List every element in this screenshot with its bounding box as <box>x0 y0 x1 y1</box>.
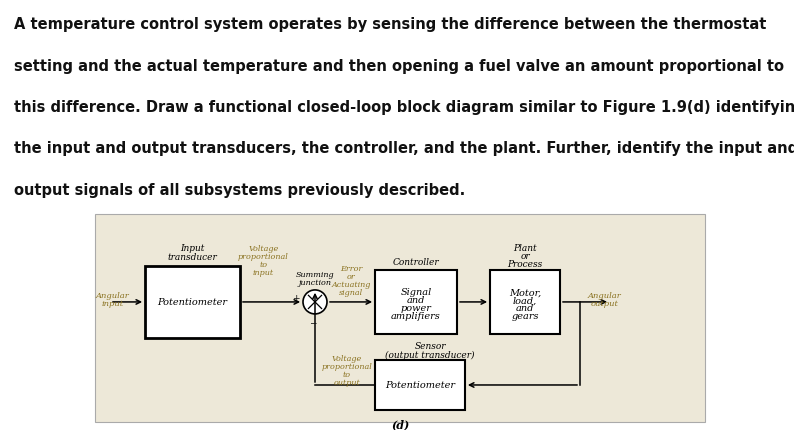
Text: Summing: Summing <box>295 270 334 278</box>
Text: input: input <box>253 268 274 276</box>
Text: this difference. Draw a functional closed-loop block diagram similar to Figure 1: this difference. Draw a functional close… <box>14 100 794 115</box>
Text: or: or <box>520 252 530 261</box>
Text: Actuating: Actuating <box>331 280 371 288</box>
Text: output: output <box>333 378 360 386</box>
Text: Error: Error <box>340 264 362 272</box>
Text: input: input <box>102 299 124 307</box>
Circle shape <box>303 290 327 314</box>
Text: Motor,: Motor, <box>509 288 542 297</box>
Text: junction: junction <box>299 278 332 286</box>
Text: the input and output transducers, the controller, and the plant. Further, identi: the input and output transducers, the co… <box>14 141 794 156</box>
Text: load,: load, <box>513 296 537 305</box>
Text: −: − <box>309 317 317 326</box>
Text: output: output <box>591 299 619 307</box>
Text: gears: gears <box>511 312 539 321</box>
Text: A temperature control system operates by sensing the difference between the ther: A temperature control system operates by… <box>14 17 767 32</box>
Text: (d): (d) <box>391 418 409 430</box>
Bar <box>375 270 457 334</box>
Bar <box>145 266 240 338</box>
Text: +: + <box>292 294 300 303</box>
Text: Input: Input <box>180 244 205 253</box>
Text: Potentiometer: Potentiometer <box>157 298 228 307</box>
Text: proportional: proportional <box>238 252 289 260</box>
Text: proportional: proportional <box>322 362 372 370</box>
FancyBboxPatch shape <box>95 215 705 422</box>
Text: Voltage: Voltage <box>332 354 362 362</box>
Text: (output transducer): (output transducer) <box>385 350 475 359</box>
Text: to: to <box>343 370 351 378</box>
Text: output signals of all subsystems previously described.: output signals of all subsystems previou… <box>14 182 465 197</box>
Text: and: and <box>407 296 426 305</box>
Text: to: to <box>260 260 268 268</box>
Text: Potentiometer: Potentiometer <box>385 381 455 390</box>
Bar <box>375 360 465 410</box>
Text: setting and the actual temperature and then opening a fuel valve an amount propo: setting and the actual temperature and t… <box>14 58 784 74</box>
Text: and: and <box>516 304 534 313</box>
Text: or: or <box>347 272 356 280</box>
Text: Signal: Signal <box>400 288 432 297</box>
Bar <box>490 270 560 334</box>
Text: Sensor: Sensor <box>414 342 445 350</box>
Text: Angular: Angular <box>588 291 622 299</box>
Text: Plant: Plant <box>513 244 537 253</box>
Text: amplifiers: amplifiers <box>391 312 441 321</box>
Text: Controller: Controller <box>393 258 439 267</box>
Text: signal: signal <box>339 288 363 296</box>
Text: Process: Process <box>507 260 542 269</box>
Text: power: power <box>400 304 431 313</box>
Text: Angular: Angular <box>96 291 130 299</box>
Text: Voltage: Voltage <box>249 244 279 252</box>
Text: transducer: transducer <box>168 253 218 262</box>
